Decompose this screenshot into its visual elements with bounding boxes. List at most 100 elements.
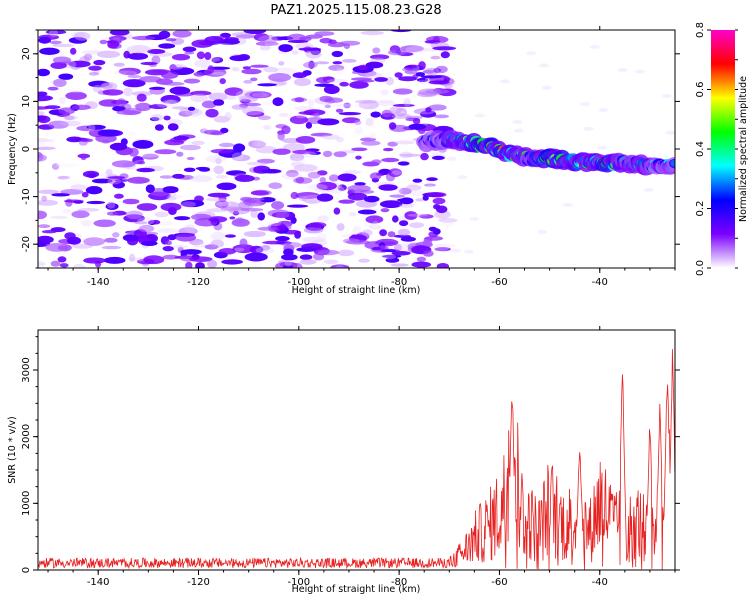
heatmap-cell <box>408 123 427 130</box>
heatmap-cell <box>72 31 86 38</box>
heatmap-cell <box>391 251 411 256</box>
heatmap-cell <box>317 118 340 126</box>
heatmap-cell <box>275 81 287 86</box>
heatmap-cell <box>218 142 235 148</box>
heatmap-cell <box>598 108 609 112</box>
heatmap-cell <box>184 224 196 234</box>
heatmap-cell <box>219 78 226 85</box>
heatmap-cell <box>210 148 234 154</box>
heatmap-cell <box>126 45 151 54</box>
heatmap-cell <box>286 204 309 208</box>
heatmap-cell <box>399 220 409 227</box>
heatmap-cell <box>281 172 303 180</box>
heatmap-cell <box>125 210 143 220</box>
heatmap-cell <box>243 79 253 84</box>
heatmap-cell <box>355 99 378 104</box>
heatmap-cell <box>355 155 362 160</box>
heatmap-cell <box>388 122 397 130</box>
heatmap-cell <box>541 85 552 90</box>
heatmap-cell <box>271 201 285 210</box>
heatmap-cell <box>38 91 48 97</box>
heatmap-cell <box>390 30 412 33</box>
heatmap-cell <box>163 115 171 121</box>
heatmap-cell <box>268 182 283 189</box>
x-tick-label: -80 <box>391 577 407 588</box>
heatmap-cell <box>338 112 362 116</box>
heatmap-cell <box>392 215 399 223</box>
heatmap-cell <box>180 249 202 255</box>
heatmap-cell <box>305 200 317 204</box>
heatmap-cell <box>292 263 303 268</box>
heatmap-cell <box>136 93 147 102</box>
spectrogram-y-axis: -20 -10 0 10 20 <box>21 29 680 269</box>
heatmap-cell <box>224 234 236 238</box>
heatmap-cell <box>392 88 413 95</box>
heatmap-cell <box>207 65 215 74</box>
heatmap-cell <box>38 261 46 267</box>
heatmap-cell <box>333 151 347 158</box>
heatmap-cell <box>583 126 594 131</box>
heatmap-cell <box>283 143 305 152</box>
heatmap-cell <box>66 88 86 93</box>
heatmap-cell <box>93 219 116 228</box>
heatmap-cell <box>365 118 374 127</box>
colorbar-gradient <box>711 30 735 268</box>
heatmap-cell <box>38 189 60 194</box>
spectrogram-x-axis: -140 -120 -100 -80 -60 -40 <box>47 26 676 288</box>
heatmap-cell <box>140 61 158 66</box>
heatmap-cell <box>127 75 142 78</box>
heatmap-cell <box>387 141 398 147</box>
heatmap-cell <box>428 104 447 111</box>
heatmap-cell <box>352 226 362 235</box>
heatmap-cell <box>91 178 113 184</box>
heatmap-cell <box>464 249 474 254</box>
heatmap-cell <box>156 228 180 234</box>
heatmap-cell <box>405 46 427 54</box>
heatmap-cell <box>122 79 146 88</box>
heatmap-cell <box>233 143 246 153</box>
heatmap-cell <box>45 243 66 247</box>
heatmap-cell <box>88 65 102 71</box>
heatmap-cell <box>48 138 55 143</box>
heatmap-cell <box>434 243 456 248</box>
heatmap-cell <box>132 140 154 149</box>
heatmap-cell <box>231 152 244 161</box>
heatmap-cell <box>190 114 210 119</box>
heatmap-cell <box>317 233 327 241</box>
heatmap-cell <box>167 123 179 131</box>
heatmap-cell <box>371 221 380 229</box>
heatmap-cell <box>136 167 155 173</box>
heatmap-cell <box>250 64 269 68</box>
heatmap-cell <box>134 221 148 225</box>
heatmap-cell <box>379 229 387 237</box>
heatmap-cell <box>159 175 174 179</box>
heatmap-cell <box>235 217 245 224</box>
heatmap-cell <box>394 183 412 189</box>
heatmap-cell <box>229 55 249 62</box>
heatmap-cell <box>259 45 271 51</box>
heatmap-cell <box>158 30 171 39</box>
heatmap-cell <box>52 163 60 170</box>
heatmap-cell <box>380 89 389 96</box>
heatmap-cell <box>228 189 240 199</box>
heatmap-cell <box>418 61 426 71</box>
heatmap-cell <box>357 209 377 215</box>
heatmap-cell <box>169 86 191 95</box>
heatmap-cell <box>38 115 51 124</box>
heatmap-cell <box>198 167 211 172</box>
heatmap-cell <box>298 111 317 115</box>
heatmap-cell <box>50 215 69 220</box>
heatmap-cell <box>207 259 218 268</box>
heatmap-cell <box>369 172 382 180</box>
heatmap-cell <box>211 71 227 76</box>
heatmap-cell <box>251 92 269 98</box>
heatmap-cell <box>428 80 450 85</box>
heatmap-cell <box>184 51 195 55</box>
heatmap-cell <box>71 210 90 219</box>
heatmap-cell <box>169 64 177 71</box>
heatmap-cell <box>282 242 302 248</box>
heatmap-cell <box>106 211 119 216</box>
heatmap-cell <box>358 258 370 263</box>
heatmap-cell <box>416 33 431 39</box>
heatmap-cell <box>512 119 523 124</box>
